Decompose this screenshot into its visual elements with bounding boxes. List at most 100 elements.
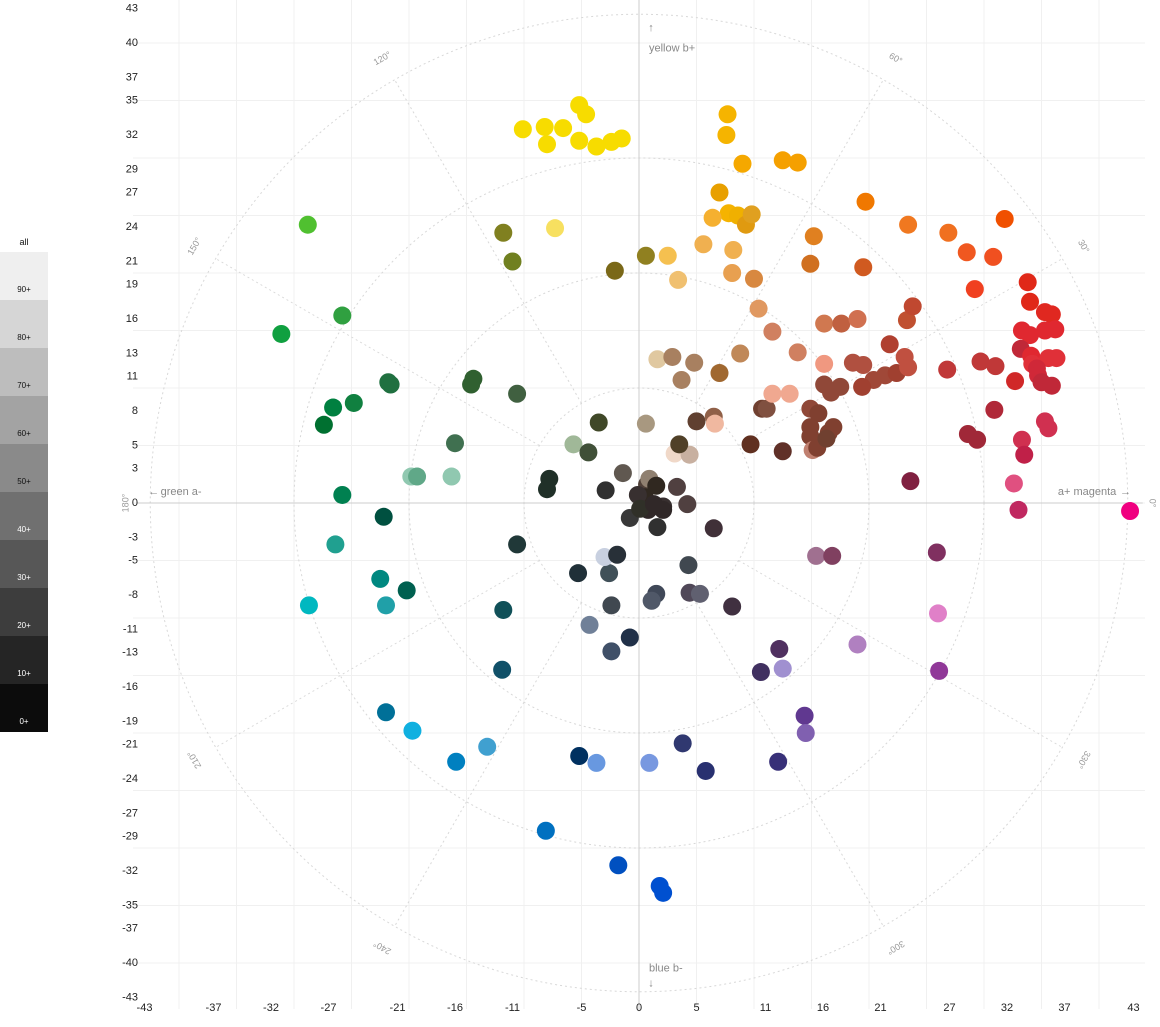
y-tick-label: 0 (132, 497, 138, 509)
legend-swatch[interactable]: 40+ (0, 492, 48, 540)
y-tick-label: -27 (122, 807, 138, 819)
data-point (628, 485, 647, 504)
data-point (741, 435, 760, 454)
angle-label: 150° (185, 235, 203, 256)
data-point (848, 310, 867, 328)
data-point (804, 227, 823, 246)
data-point (379, 373, 398, 392)
data-point (508, 535, 527, 554)
y-tick-label: 19 (126, 278, 138, 290)
x-tick-label: 16 (817, 1002, 829, 1014)
data-point (494, 600, 513, 619)
y-tick-label: 3 (132, 462, 138, 474)
data-point (442, 467, 461, 486)
legend-swatch[interactable]: 90+ (0, 252, 48, 300)
data-point (538, 480, 556, 499)
data-point (605, 261, 624, 280)
data-point (927, 543, 946, 562)
data-point (314, 415, 333, 434)
data-point (1021, 326, 1039, 345)
x-tick-label: 27 (943, 1002, 955, 1014)
data-point (403, 721, 422, 740)
x-tick-label: -16 (447, 1002, 463, 1014)
data-point (377, 703, 395, 722)
legend-swatch[interactable]: 50+ (0, 444, 48, 492)
arrow-left-icon: ← (148, 486, 159, 498)
data-point (899, 215, 918, 234)
y-tick-label: 40 (126, 37, 138, 49)
data-point (579, 443, 598, 462)
data-point (478, 737, 497, 756)
data-point (648, 350, 667, 369)
arrow-up-icon: ↑ (648, 22, 654, 34)
y-axis-label-neg: blue b- (649, 963, 683, 975)
legend-swatch[interactable]: 70+ (0, 348, 48, 396)
data-point (690, 584, 709, 603)
legend-swatch-label: 50+ (17, 477, 31, 486)
angle-label: 330° (1075, 749, 1093, 770)
data-point (823, 546, 842, 565)
legend-swatch-label: 20+ (17, 621, 31, 630)
data-point (1006, 372, 1025, 391)
data-point (1046, 320, 1065, 339)
data-point (620, 628, 639, 647)
legend-swatch[interactable]: 10+ (0, 636, 48, 684)
data-point (957, 243, 976, 262)
data-point (636, 246, 655, 265)
data-point (1042, 305, 1061, 324)
x-axis-label-pos: a+ magenta (1058, 486, 1117, 498)
legend-all-button[interactable]: all (19, 237, 29, 247)
data-point (696, 761, 715, 780)
data-point (673, 734, 692, 753)
x-tick-label: -37 (206, 1002, 222, 1014)
data-point (831, 377, 850, 396)
angle-label: 0° (1148, 499, 1158, 508)
x-tick-label: 5 (693, 1002, 699, 1014)
data-point (577, 105, 596, 124)
data-point (333, 306, 352, 325)
data-point (788, 153, 807, 172)
data-point (678, 495, 697, 514)
y-tick-label: 35 (126, 94, 138, 106)
data-point (669, 270, 688, 289)
data-point (929, 604, 947, 623)
data-point (853, 377, 872, 396)
data-point (672, 370, 691, 389)
data-point (685, 353, 704, 372)
x-axis-label-neg: green a- (161, 486, 202, 498)
data-point (644, 495, 663, 514)
polar-spoke (738, 560, 1063, 748)
data-point (694, 235, 713, 254)
data-point (609, 856, 628, 875)
data-point (968, 430, 987, 449)
data-point (854, 258, 873, 277)
y-tick-label: -40 (122, 957, 138, 969)
data-point (938, 360, 957, 379)
data-point (773, 151, 792, 170)
data-point (763, 384, 782, 403)
legend-swatch[interactable]: 80+ (0, 300, 48, 348)
data-point (344, 393, 363, 412)
y-tick-label: -32 (122, 865, 138, 877)
legend-swatch-label: 40+ (17, 525, 31, 534)
data-point (377, 596, 395, 615)
polar-spoke (215, 560, 540, 748)
data-point (1042, 376, 1061, 395)
data-point (769, 752, 788, 771)
data-point (397, 581, 416, 600)
data-point (600, 564, 619, 583)
y-tick-label: 24 (126, 221, 138, 233)
y-axis-label-pos: yellow b+ (649, 43, 695, 55)
data-point (770, 640, 789, 659)
data-point (986, 357, 1005, 376)
data-point (667, 477, 686, 496)
legend-swatch[interactable]: 20+ (0, 588, 48, 636)
legend-swatch[interactable]: 0+ (0, 684, 48, 732)
data-point (848, 635, 867, 654)
arrow-down-icon: ↓ (648, 978, 654, 990)
data-point (724, 241, 743, 259)
legend-swatch[interactable]: 30+ (0, 540, 48, 588)
legend-swatch[interactable]: 60+ (0, 396, 48, 444)
data-point (371, 569, 390, 588)
data-point (1018, 273, 1037, 292)
